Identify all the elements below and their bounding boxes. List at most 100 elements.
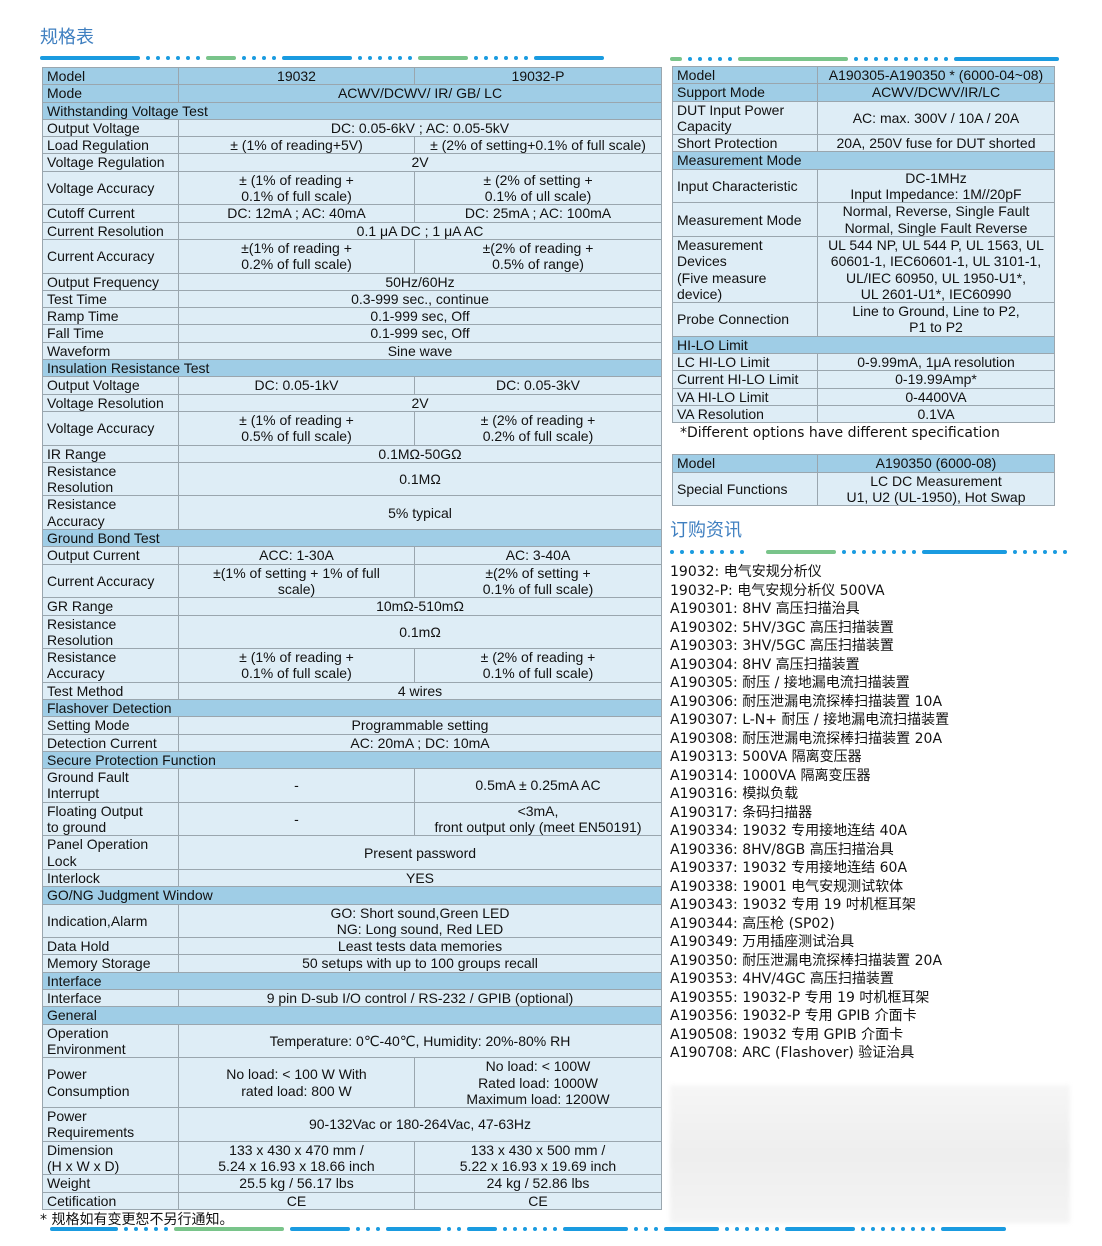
spec-table-main: Model 19032 19032-P Mode ACWV/DCWV/ IR/ GB/ …	[42, 66, 662, 1210]
order-item: A190336: 8HV/8GB 高压扫描治具	[670, 841, 894, 858]
spec-value: Sine wave	[178, 341, 662, 361]
spec-value-19032p: 0.5mA ± 0.25mA AC	[414, 768, 662, 803]
spec-label: Model	[672, 65, 818, 85]
spec-row: Measurement Mode Normal, Reverse, Single …	[672, 202, 1055, 237]
spec-label: Mode	[42, 84, 179, 103]
spec-value-19032p: ± (2% of reading + 0.2% of full scale)	[414, 410, 662, 446]
spec-label: Current HI-LO Limit	[672, 370, 818, 389]
spec-value-19032p: AC: 3-40A	[414, 546, 662, 565]
section-row: Measurement Mode	[672, 151, 1055, 170]
decorative-divider	[50, 1227, 1006, 1231]
spec-row: Resistance Accuracy 5% typical	[42, 495, 662, 531]
order-item: A190302: 5HV/3GC 高压扫描装置	[670, 619, 894, 636]
spec-value-19032p: No load: < 100W Rated load: 1000W Maximu…	[414, 1057, 662, 1109]
spec-row: Cetification CE CE	[42, 1191, 662, 1210]
spec-label: Test Time	[42, 289, 179, 309]
spec-value: 0-4400VA	[817, 387, 1055, 406]
section-heading: Interface	[42, 971, 662, 991]
spec-value-19032p: ± (2% of setting + 0.1% of ull scale)	[414, 170, 662, 206]
spec-label: Output Voltage	[42, 376, 179, 395]
spec-label: VA HI-LO Limit	[672, 387, 818, 406]
spec-label: Output Frequency	[42, 272, 179, 291]
section-row: Interface	[42, 971, 662, 991]
spec-value: 4 wires	[178, 681, 662, 700]
order-item: A190308: 耐压泄漏电流探棒扫描装置 20A	[670, 730, 943, 747]
spec-value: UL 544 NP, UL 544 P, UL 1563, UL 60601-1…	[817, 235, 1055, 304]
spec-label: Load Regulation	[42, 136, 179, 155]
spec-value-19032: ± (1% of reading+5V)	[178, 136, 415, 155]
section-row: Withstanding Voltage Test	[42, 101, 662, 120]
spec-row: Model 19032 19032-P	[42, 66, 662, 86]
order-item: A190317: 条码扫描器	[670, 804, 813, 821]
spec-row: Ramp Time 0.1-999 sec, Off	[42, 307, 662, 326]
spec-value: 2V	[178, 153, 662, 172]
spec-row: Current HI-LO Limit 0-19.99Amp*	[672, 370, 1055, 389]
order-item: 19032-P: 电气安规分析仪 500VA	[670, 582, 885, 599]
spec-value: 50Hz/60Hz	[178, 272, 662, 291]
spec-value-19032p: ± (2% of setting+0.1% of full scale)	[414, 136, 662, 155]
section-row: GO/NG Judgment Window	[42, 886, 662, 905]
spec-value: Temperature: 0℃-40℃, Humidity: 20%-80% R…	[178, 1023, 662, 1059]
spec-value-19032: ±(1% of setting + 1% of full scale)	[178, 563, 415, 599]
spec-row: Setting Mode Programmable setting	[42, 716, 662, 735]
spec-label: Voltage Accuracy	[42, 410, 179, 446]
spec-row: Interface 9 pin D-sub I/O control / RS-23…	[42, 989, 662, 1008]
spec-value: LC DC Measurement U1, U2 (UL-1950), Hot …	[817, 471, 1055, 507]
order-item: A190303: 3HV/5GC 高压扫描装置	[670, 638, 894, 655]
spec-value: 2V	[178, 393, 662, 412]
spec-value-19032: 133 x 430 x 470 mm / 5.24 x 16.93 x 18.6…	[178, 1140, 415, 1176]
section-row: Ground Bond Test	[42, 529, 662, 548]
spec-row: Probe Connection Line to Ground, Line to …	[672, 302, 1055, 337]
spec-value: 0-19.99Amp*	[817, 370, 1055, 389]
spec-label: Resistance Accuracy	[42, 495, 179, 531]
spec-row: VA HI-LO Limit 0-4400VA	[672, 387, 1055, 406]
spec-label: Current Resolution	[42, 221, 179, 240]
section-row: Flashover Detection	[42, 698, 662, 718]
spec-value-19032p: 133 x 430 x 500 mm / 5.22 x 16.93 x 19.6…	[414, 1140, 662, 1176]
spec-row: Detection Current AC: 20mA ; DC: 10mA	[42, 733, 662, 752]
spec-label: Setting Mode	[42, 716, 179, 735]
spec-value: 90-132Vac or 180-264Vac, 47-63Hz	[178, 1107, 662, 1142]
order-item: A190314: 1000VA 隔离变压器	[670, 767, 871, 784]
spec-value: AC: 20mA ; DC: 10mA	[178, 733, 662, 752]
spec-row: LC HI-LO Limit 0-9.99mA, 1μA resolution	[672, 353, 1055, 372]
spec-row: Load Regulation ± (1% of reading+5V) ± (2%…	[42, 136, 662, 155]
options-note: *Different options have different specif…	[680, 425, 1000, 442]
spec-value: 10mΩ-510mΩ	[178, 597, 662, 616]
spec-value-19032: -	[178, 768, 415, 803]
order-item: A190508: 19032 专用 GPIB 介面卡	[670, 1026, 904, 1043]
spec-label: Resistance Resolution	[42, 614, 179, 650]
spec-row: Fall Time 0.1-999 sec, Off	[42, 324, 662, 343]
spec-label: Model	[672, 454, 818, 473]
spec-label: Input Characteristic	[672, 168, 818, 204]
spec-value: DC-1MHz Input Impedance: 1M//20pF	[817, 168, 1055, 204]
spec-value: 0.1MΩ-50GΩ	[178, 444, 662, 463]
spec-label: Support Mode	[672, 83, 818, 102]
order-item: A190355: 19032-P 专用 19 吋机框耳架	[670, 989, 930, 1006]
section-row: HI-LO Limit	[672, 335, 1055, 355]
spec-value: A190305-A190350 * (6000-04~08)	[817, 65, 1055, 85]
spec-row: Output Current ACC: 1-30A AC: 3-40A	[42, 546, 662, 565]
spec-row: Waveform Sine wave	[42, 341, 662, 361]
spec-row: Operation Environment Temperature: 0℃-40℃…	[42, 1023, 662, 1059]
spec-label: Interface	[42, 989, 179, 1008]
spec-change-note: * 规格如有变更恕不另行通知。	[40, 1211, 234, 1228]
spec-label: VA Resolution	[672, 404, 818, 424]
order-item: A190307: L-N+ 耐压 / 接地漏电流扫描装置	[670, 712, 950, 729]
spec-value-19032p: DC: 25mA ; AC: 100mA	[414, 204, 662, 223]
spec-value: 50 setups with up to 100 groups recall	[178, 954, 662, 973]
spec-row: Output Voltage DC: 0.05-1kV DC: 0.05-3kV	[42, 376, 662, 395]
spec-value-19032p: CE	[414, 1191, 662, 1210]
order-item: A190305: 耐压 / 接地漏电流扫描装置	[670, 675, 910, 692]
spec-value: YES	[178, 868, 662, 888]
spec-row: Panel Operation Lock Present password	[42, 835, 662, 870]
spec-value: 0.1VA	[817, 404, 1055, 424]
spec-value: Line to Ground, Line to P2, P1 to P2	[817, 302, 1055, 337]
spec-value: 0.1MΩ	[178, 461, 662, 497]
spec-label: Power Requirements	[42, 1107, 179, 1142]
spec-value: ACWV/DCWV/ IR/ GB/ LC	[178, 84, 662, 103]
spec-value: Present password	[178, 835, 662, 870]
spec-label: Floating Output to ground	[42, 801, 179, 837]
spec-label: Test Method	[42, 681, 179, 700]
spec-value: 20A, 250V fuse for DUT shorted	[817, 134, 1055, 153]
